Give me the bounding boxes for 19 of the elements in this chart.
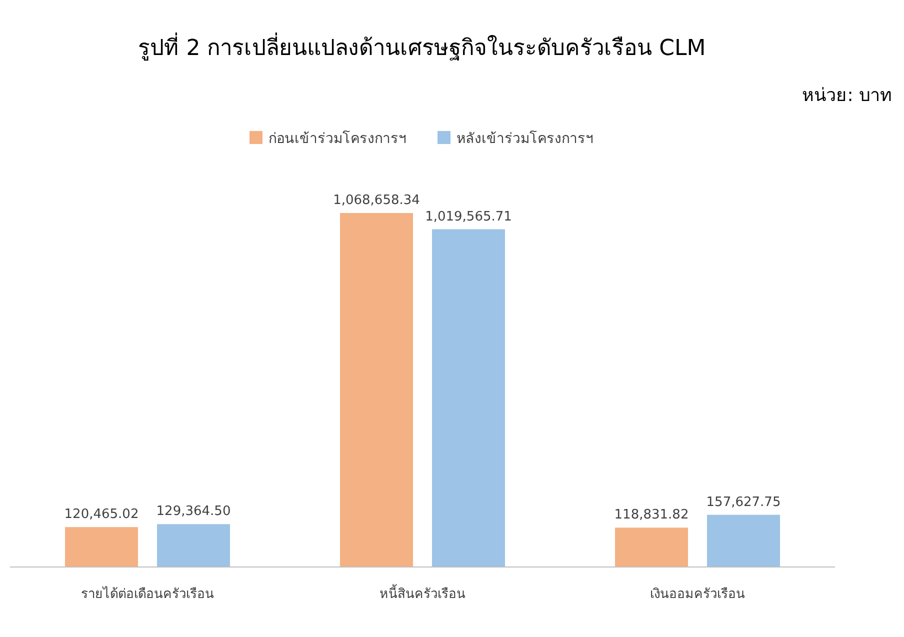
bar [707, 514, 780, 567]
x-tick-label: รายได้ต่อเดือนครัวเรือน [81, 586, 214, 602]
bar [340, 213, 413, 567]
bar [157, 524, 230, 567]
data-label: 157,627.75 [706, 494, 781, 510]
data-label: 129,364.50 [156, 504, 231, 520]
x-tick-label: หนี้สินครัวเรือน [380, 584, 466, 602]
legend-label: ก่อนเข้าร่วมโครงการฯ [268, 130, 406, 147]
chart-title: รูปที่ 2 การเปลี่ยนแปลงด้านเศรษฐกิจในระดับครัวเรือน CLM [138, 32, 706, 61]
data-label: 1,068,658.34 [333, 193, 420, 208]
bar [432, 229, 505, 567]
legend-label: หลังเข้าร่วมโครงการฯ [456, 130, 594, 147]
text: หน่วย: บาท [802, 85, 892, 106]
data-label: 120,465.02 [64, 507, 139, 522]
data-label: 1,019,565.71 [425, 209, 512, 224]
bar [615, 528, 688, 567]
data-label: 118,831.82 [614, 508, 689, 523]
x-tick-label: เงินออมครัวเรือน [650, 586, 745, 602]
bar [65, 527, 138, 567]
